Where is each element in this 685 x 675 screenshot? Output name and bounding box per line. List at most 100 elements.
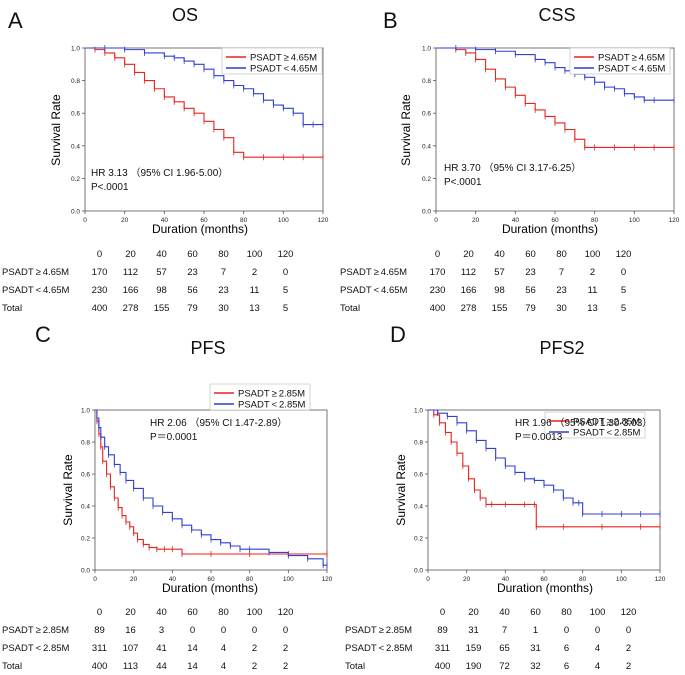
risk-row: PSADT ≥ 4.65M 170 112 57 23 7 2 0 (340, 263, 639, 281)
risk-time-label: 20 (463, 248, 474, 260)
y-tick-label: 0.2 (81, 536, 90, 543)
y-tick-label: 0.0 (422, 209, 431, 216)
risk-count: 5 (282, 302, 289, 314)
legend-label: PSADT < 2.85M (573, 428, 641, 439)
legend-label: PSADT < 4.65M (250, 64, 318, 75)
risk-row-label: Total (340, 302, 361, 314)
risk-count: 278 (460, 302, 477, 314)
x-tick-label: 120 (318, 217, 329, 224)
risk-count: 89 (437, 624, 448, 636)
chart-title: PFS (190, 338, 226, 358)
x-tick-label: 80 (240, 217, 248, 224)
y-axis-title: Survival Rate (394, 454, 408, 526)
risk-row-label: PSADT ≥ 2.85M (2, 624, 70, 636)
risk-time-label: 80 (218, 248, 229, 260)
risk-count: 400 (91, 660, 108, 672)
risk-row-label: PSADT ≥ 2.85M (345, 624, 413, 636)
risk-time-label: 60 (187, 248, 198, 260)
p-value-text: P＝0.0013 (515, 432, 563, 443)
x-tick-label: 120 (655, 576, 666, 583)
risk-count: 0 (620, 266, 627, 278)
risk-row: PSADT < 4.65M 230 166 98 56 23 11 5 (340, 281, 639, 299)
hazard-ratio-text: HR 3.13 （95% CI 1.96-5.00） (91, 167, 228, 179)
risk-count: 400 (91, 302, 108, 314)
risk-count: 5 (620, 284, 627, 296)
risk-header-blank (340, 245, 422, 263)
risk-table-css: 0 20 40 60 80 100 120 PSADT ≥ 4.65M 170 112 57 23 7 2… (340, 245, 639, 317)
risk-count: 278 (122, 302, 139, 314)
risk-count: 170 (429, 266, 446, 278)
x-axis-title: Duration (months) (497, 581, 593, 595)
risk-count: 0 (282, 624, 289, 636)
risk-count: 155 (491, 302, 508, 314)
risk-count: 230 (429, 284, 446, 296)
panel-letter-c: C (35, 322, 51, 347)
risk-time-label: 80 (218, 606, 229, 618)
y-tick-label: 0.8 (81, 440, 90, 447)
risk-time-label: 0 (96, 606, 103, 618)
risk-count: 56 (525, 284, 536, 296)
x-tick-label: 100 (283, 576, 294, 583)
risk-count: 166 (460, 284, 477, 296)
risk-time-label: 120 (277, 606, 294, 618)
risk-count: 31 (530, 642, 541, 654)
risk-row: Total 400 190 72 32 6 4 2 (345, 657, 644, 675)
risk-time-label: 20 (125, 248, 136, 260)
x-tick-label: 0 (93, 576, 97, 583)
risk-table-pfs2: 0 20 40 60 80 100 120 PSADT ≥ 2.85M 89 31 7 1 0 0 0 PSA… (345, 603, 644, 675)
risk-row-label: PSADT ≥ 4.65M (340, 266, 408, 278)
risk-count: 79 (187, 302, 198, 314)
y-tick-label: 0.6 (71, 111, 80, 118)
risk-count: 311 (91, 642, 108, 654)
risk-count: 4 (594, 642, 601, 654)
risk-time-label: 20 (125, 606, 136, 618)
risk-row-label: PSADT ≥ 4.65M (2, 266, 70, 278)
risk-count: 56 (187, 284, 198, 296)
risk-count: 11 (249, 284, 260, 296)
risk-header-row: 0 20 40 60 80 100 120 (340, 245, 639, 263)
risk-count: 31 (468, 624, 479, 636)
x-tick-label: 60 (540, 576, 548, 583)
risk-count: 30 (556, 302, 567, 314)
risk-count: 0 (251, 624, 258, 636)
risk-row: Total 400 278 155 79 30 13 5 (340, 299, 639, 317)
risk-table-os: 0 20 40 60 80 100 120 PSADT ≥ 4.65M 170 112 57 23 7 2… (2, 245, 301, 317)
risk-count: 7 (501, 624, 508, 636)
risk-count: 1 (532, 624, 539, 636)
risk-row-label: Total (2, 302, 23, 314)
risk-row-label: PSADT < 4.65M (340, 284, 408, 296)
risk-count: 400 (429, 302, 446, 314)
risk-count: 41 (156, 642, 167, 654)
risk-count: 6 (563, 642, 570, 654)
risk-time-label: 120 (277, 248, 294, 260)
risk-count: 23 (218, 284, 229, 296)
risk-count: 79 (525, 302, 536, 314)
y-tick-label: 0.6 (81, 472, 90, 479)
panel-letter-b: B (383, 8, 398, 33)
survival-curve-high (428, 409, 660, 528)
risk-count: 11 (587, 284, 598, 296)
risk-count: 14 (187, 660, 198, 672)
risk-row: PSADT ≥ 4.65M 170 112 57 23 7 2 0 (2, 263, 301, 281)
y-tick-label: 0.4 (81, 504, 90, 511)
risk-count: 98 (494, 284, 505, 296)
risk-count: 72 (499, 660, 510, 672)
risk-count: 0 (625, 624, 632, 636)
x-tick-label: 120 (322, 576, 333, 583)
x-tick-label: 20 (121, 217, 129, 224)
risk-count: 0 (563, 624, 570, 636)
risk-count: 7 (558, 266, 565, 278)
legend-box (209, 383, 311, 411)
legend-label: PSADT < 4.65M (598, 64, 666, 75)
risk-count: 0 (189, 624, 196, 636)
risk-time-label: 40 (156, 248, 167, 260)
risk-count: 44 (156, 660, 167, 672)
chart-title: OS (171, 5, 198, 25)
risk-time-label: 120 (615, 248, 632, 260)
p-value-text: P<.0001 (91, 182, 129, 193)
x-tick-label: 100 (629, 217, 640, 224)
risk-time-label: 0 (439, 606, 446, 618)
risk-count: 3 (158, 624, 165, 636)
risk-time-label: 0 (96, 248, 103, 260)
